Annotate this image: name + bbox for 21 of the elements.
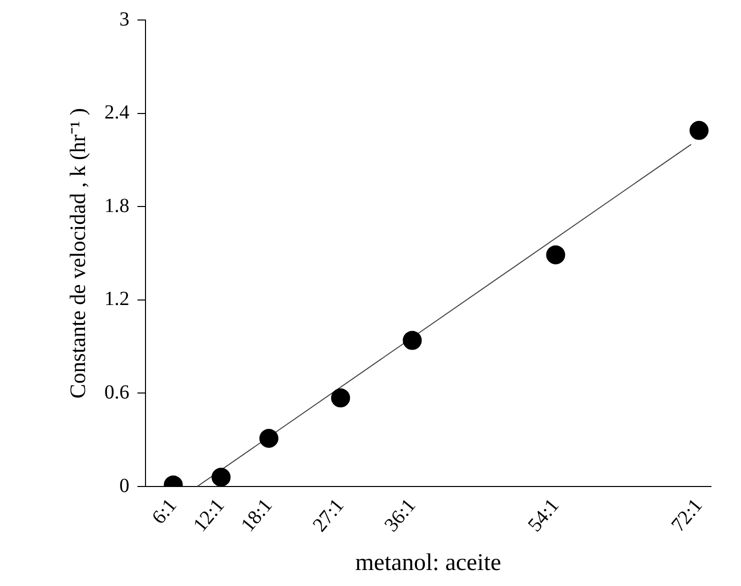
- point: [546, 245, 566, 264]
- point: [259, 428, 278, 448]
- x-axis-title: metanol: aceite: [355, 550, 502, 576]
- point: [331, 388, 350, 408]
- y-tick-label: 0.6: [104, 381, 130, 404]
- x-tick-label: 6:1: [148, 494, 182, 528]
- y-tick-label: 2.4: [104, 102, 130, 124]
- y-tick-label: 0: [119, 474, 130, 497]
- x-tick-label: 27:1: [308, 494, 348, 536]
- x-tick-label: 36:1: [380, 494, 420, 536]
- x-tick-label: 72:1: [667, 494, 707, 536]
- point: [402, 330, 422, 350]
- y-tick-label: 1.2: [104, 288, 130, 310]
- point: [212, 468, 231, 487]
- x-tick-label: 12:1: [189, 494, 229, 536]
- y-tick-label: 1.8: [104, 194, 130, 217]
- y-tick-label: 3: [119, 8, 130, 30]
- x-tick-label: 54:1: [524, 494, 564, 536]
- y-axis-title: Constante de velocidad , k (hr⁻¹ ): [64, 108, 90, 398]
- x-tick-label: 18:1: [237, 494, 277, 536]
- point: [690, 120, 709, 140]
